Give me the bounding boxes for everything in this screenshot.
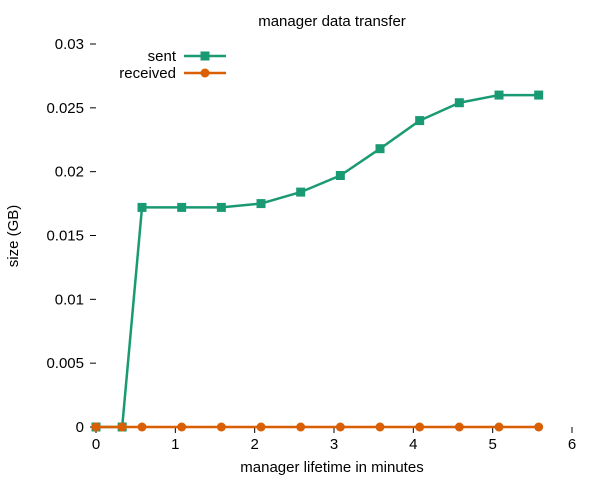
data-point-received [375,422,385,432]
series-layer [91,90,544,432]
y-tick-label: 0.03 [55,36,84,53]
data-point-sent [296,187,306,197]
y-axis-label: size (GB) [5,205,22,268]
series-sent [91,90,544,432]
data-point-sent [534,90,544,100]
y-tick-label: 0.02 [55,164,84,181]
legend-label-sent: sent [148,48,177,65]
y-tick-label: 0.005 [46,355,84,372]
data-point-received [415,422,425,432]
data-point-sent [454,98,464,108]
x-tick-label: 1 [171,436,179,453]
x-tick-label: 2 [250,436,258,453]
data-point-sent [137,202,147,212]
data-point-received [494,422,504,432]
data-point-received [256,422,266,432]
data-point-received [296,422,306,432]
legend-marker-sent [200,51,210,61]
x-tick-label: 0 [92,436,100,453]
data-point-received [91,422,101,432]
data-point-received [454,422,464,432]
data-point-received [216,422,226,432]
data-point-sent [216,202,226,212]
x-axis-label: manager lifetime in minutes [240,459,423,476]
data-point-received [177,422,187,432]
data-point-sent [335,170,345,180]
data-point-sent [415,116,425,126]
series-line-sent [96,93,539,429]
y-tick-label: 0.01 [55,291,84,308]
data-point-received [117,422,127,432]
data-point-sent [256,199,266,209]
data-point-sent [494,90,504,100]
data-point-sent [375,144,385,154]
series-received [91,422,544,432]
y-tick-label: 0 [76,419,84,436]
x-tick-label: 6 [568,436,576,453]
x-tick-label: 4 [409,436,417,453]
legend-label-received: received [119,65,176,82]
y-tick-label: 0.025 [46,100,84,117]
x-tick-label: 3 [330,436,338,453]
chart-title: manager data transfer [258,13,406,30]
data-point-received [137,422,147,432]
data-point-received [335,422,345,432]
legend-marker-received [200,68,210,78]
data-point-sent [177,202,187,212]
x-tick-label: 5 [488,436,496,453]
y-tick-label: 0.015 [46,228,84,245]
data-point-received [534,422,544,432]
